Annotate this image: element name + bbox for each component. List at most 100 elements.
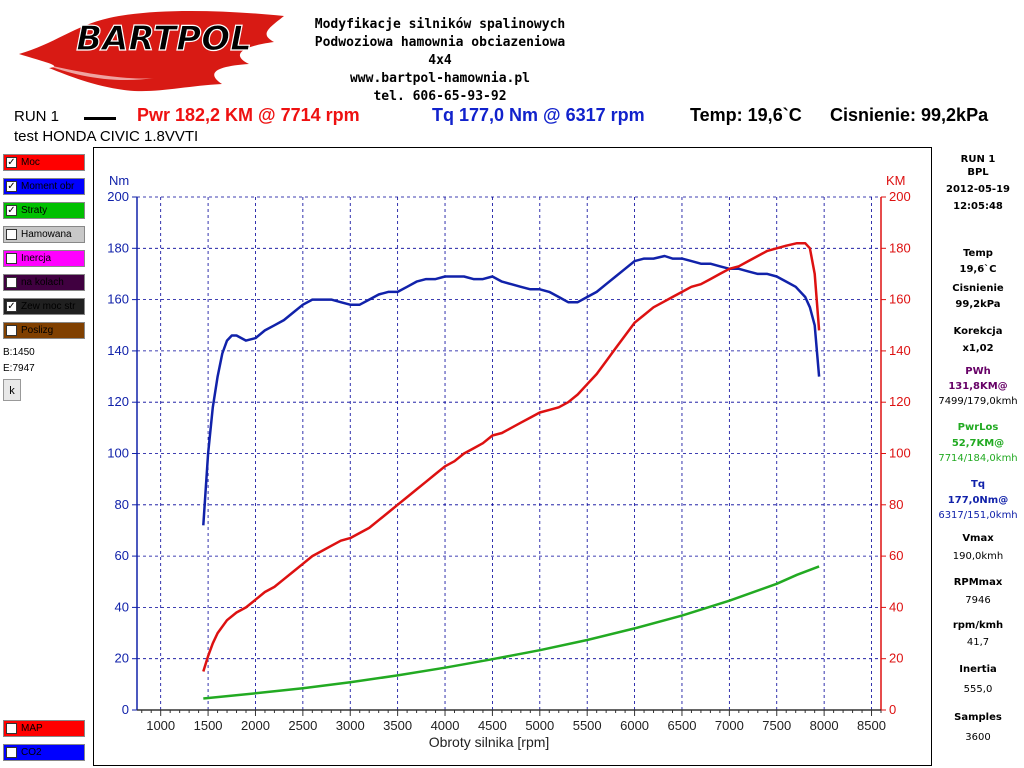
x-tick-label: 1500 xyxy=(194,718,223,733)
x-tick-label: 6500 xyxy=(668,718,697,733)
y-right-tick-label: 160 xyxy=(889,292,911,307)
checkbox-icon[interactable]: ✓ xyxy=(6,301,17,312)
panel-korekcja-value: x1,02 xyxy=(962,343,994,354)
y-left-axis-title: Nm xyxy=(109,173,129,188)
x-tick-label: 2000 xyxy=(241,718,270,733)
legend-label: Moment obr xyxy=(21,181,75,192)
x-tick-label: 7000 xyxy=(715,718,744,733)
y-left-tick-label: 40 xyxy=(115,599,129,614)
panel-rpmkmh-label: rpm/kmh xyxy=(952,620,1004,631)
panel-pwrlos-value2: 7714/184,0kmh xyxy=(938,453,1018,464)
x-tick-label: 2500 xyxy=(288,718,317,733)
y-right-tick-label: 0 xyxy=(889,702,896,717)
legend-item-na-kolach[interactable]: na kolach xyxy=(3,274,85,291)
legend-item-moc[interactable]: ✓ Moc xyxy=(3,154,85,171)
panel-inertia-value: 555,0 xyxy=(963,684,993,695)
legend-label: Poslizg xyxy=(21,325,54,336)
legend-item-co2[interactable]: CO2 xyxy=(3,744,85,761)
legend-item-map[interactable]: MAP xyxy=(3,720,85,737)
k-button[interactable]: k xyxy=(3,379,21,401)
pressure-summary: Cisnienie: 99,2kPa xyxy=(830,105,989,125)
x-tick-label: 4500 xyxy=(478,718,507,733)
panel-pwrlos-value1: 52,7KM@ xyxy=(951,438,1005,449)
x-tick-label: 1000 xyxy=(146,718,175,733)
y-right-tick-label: 20 xyxy=(889,651,903,666)
x-tick-label: 3000 xyxy=(336,718,365,733)
checkbox-icon[interactable]: ✓ xyxy=(6,181,17,192)
test-name: test HONDA CIVIC 1.8VVTI xyxy=(14,128,199,145)
checkbox-icon[interactable] xyxy=(6,277,17,288)
x-tick-label: 8500 xyxy=(857,718,886,733)
x-tick-label: 6000 xyxy=(620,718,649,733)
panel-tq-value2: 6317/151,0kmh xyxy=(938,510,1018,521)
y-right-axis-title: KM xyxy=(886,173,906,188)
y-left-tick-label: 80 xyxy=(115,497,129,512)
y-right-tick-label: 200 xyxy=(889,189,911,204)
legend-item-inercja[interactable]: Inercja xyxy=(3,250,85,267)
x-tick-label: 5500 xyxy=(573,718,602,733)
y-left-tick-label: 200 xyxy=(107,189,129,204)
panel-pwh-label: PWh xyxy=(965,366,991,377)
checkbox-icon[interactable] xyxy=(6,325,17,336)
x-tick-label: 7500 xyxy=(762,718,791,733)
checkbox-icon[interactable] xyxy=(6,747,17,758)
begin-rpm: B:1450 xyxy=(3,347,35,358)
legend-label: MAP xyxy=(21,723,43,734)
panel-run: RUN 1 xyxy=(960,154,996,165)
dyno-chart: 0 0 20 20 40 40 60 60 80 80 100 100 120 120 140 140 160 1… xyxy=(107,173,911,750)
legend-item-zew-moc-str[interactable]: ✓ Zew moc str xyxy=(3,298,85,315)
bartpol-logo: BARTPOL xyxy=(19,11,284,92)
legend-item-moment-obr[interactable]: ✓ Moment obr xyxy=(3,178,85,195)
checkbox-icon[interactable] xyxy=(6,229,17,240)
logo-flame-shape xyxy=(19,11,284,92)
checkbox-icon[interactable] xyxy=(6,253,17,264)
power-curve xyxy=(202,241,821,672)
end-rpm: E:7947 xyxy=(3,363,35,374)
y-left-tick-label: 180 xyxy=(107,240,129,255)
panel-samples-value: 3600 xyxy=(965,732,991,743)
panel-samples-label: Samples xyxy=(954,712,1002,723)
run-line-sample xyxy=(84,117,116,120)
temperature-summary: Temp: 19,6`C xyxy=(690,105,802,125)
chart-frame xyxy=(93,147,932,766)
x-tick-label: 3500 xyxy=(383,718,412,733)
torque-summary: Tq 177,0 Nm @ 6317 rpm xyxy=(432,105,645,125)
y-right-tick-label: 40 xyxy=(889,599,903,614)
panel-korekcja-label: Korekcja xyxy=(953,326,1003,337)
company-info: Modyfikacje silników spalinowych Podwozi… xyxy=(300,16,580,106)
panel-temp-label: Temp xyxy=(963,248,993,259)
x-tick-label: 4000 xyxy=(431,718,460,733)
panel-time: 12:05:48 xyxy=(953,201,1003,212)
panel-cisn-value: 99,2kPa xyxy=(955,299,1001,310)
x-axis-title: Obroty silnika [rpm] xyxy=(429,734,550,750)
panel-cisn-label: Cisnienie xyxy=(952,283,1004,294)
panel-tq-value1: 177,0Nm@ xyxy=(947,495,1009,506)
x-tick-label: 5000 xyxy=(525,718,554,733)
y-right-tick-label: 140 xyxy=(889,343,911,358)
legend-item-straty[interactable]: ✓ Straty xyxy=(3,202,85,219)
panel-pwh-value2: 7499/179,0kmh xyxy=(938,396,1018,407)
logo-text: BARTPOL xyxy=(76,19,252,59)
x-tick-label: 8000 xyxy=(810,718,839,733)
legend-label: Straty xyxy=(21,205,48,216)
panel-date: 2012-05-19 xyxy=(946,184,1010,195)
legend-item-poslizg[interactable]: Poslizg xyxy=(3,322,85,339)
y-left-tick-label: 100 xyxy=(107,446,129,461)
y-left-tick-label: 0 xyxy=(122,702,129,717)
panel-vmax-value: 190,0kmh xyxy=(952,551,1004,562)
legend-item-hamowana[interactable]: Hamowana xyxy=(3,226,85,243)
y-right-tick-label: 60 xyxy=(889,548,903,563)
info-panel: RUN 1 BPL 2012-05-19 12:05:48 Temp 19,6`… xyxy=(936,150,1020,760)
panel-vmax-label: Vmax xyxy=(962,533,994,544)
power-summary: Pwr 182,2 KM @ 7714 rpm xyxy=(137,105,360,125)
checkbox-icon[interactable]: ✓ xyxy=(6,157,17,168)
y-right-tick-label: 100 xyxy=(889,446,911,461)
panel-tq-label: Tq xyxy=(971,479,985,490)
legend-label: na kolach xyxy=(21,277,64,288)
losses-curve xyxy=(203,565,820,700)
checkbox-icon[interactable] xyxy=(6,723,17,734)
checkbox-icon[interactable]: ✓ xyxy=(6,205,17,216)
y-right-tick-label: 120 xyxy=(889,394,911,409)
run-label: RUN 1 xyxy=(14,108,60,125)
panel-rpmkmh-value: 41,7 xyxy=(966,637,990,648)
